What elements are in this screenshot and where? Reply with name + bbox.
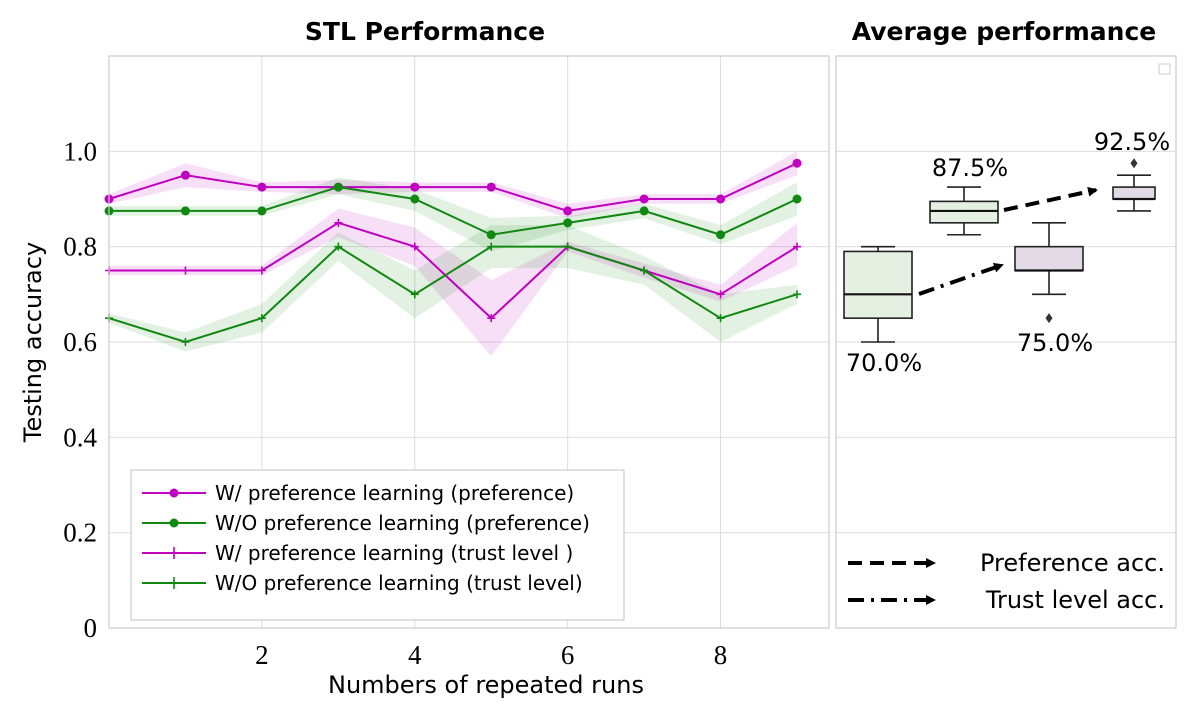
y-tick-label: 0.6 bbox=[63, 327, 97, 357]
trust-trend-arrow bbox=[918, 262, 1004, 296]
y-tick-label: 0.2 bbox=[63, 518, 97, 548]
box-iqr bbox=[1112, 186, 1156, 200]
preference-trend-arrow bbox=[1003, 186, 1098, 212]
legend-label: W/O preference learning (trust level) bbox=[215, 571, 583, 595]
box-plot bbox=[1112, 158, 1156, 212]
series-line bbox=[108, 245, 798, 344]
y-tick-label: 0.4 bbox=[63, 422, 97, 452]
y-tick-label: 0.8 bbox=[63, 232, 97, 262]
data-point bbox=[563, 218, 573, 228]
x-axis-label: Numbers of repeated runs bbox=[328, 671, 644, 699]
x-tick-label: 2 bbox=[255, 640, 269, 670]
series-line bbox=[108, 162, 798, 212]
outlier-point bbox=[1045, 313, 1053, 324]
legend: W/ preference learning (preference) W/O p… bbox=[130, 469, 625, 621]
data-point bbox=[334, 218, 343, 227]
average-performance-panel: Average performance 70.0% 87.5% 75.0% 92.5%… bbox=[835, 17, 1177, 629]
data-point bbox=[181, 266, 190, 275]
legend-label: W/O preference learning (preference) bbox=[215, 511, 590, 535]
box-value-labels: 70.0% 87.5% 75.0% 92.5% bbox=[846, 128, 1170, 377]
data-point bbox=[410, 182, 420, 192]
data-point bbox=[563, 242, 572, 251]
trend-arrows bbox=[918, 186, 1098, 296]
data-point bbox=[640, 266, 649, 275]
box-plots bbox=[843, 158, 1156, 343]
right-title: Average performance bbox=[852, 17, 1157, 46]
data-point bbox=[333, 182, 343, 192]
left-plot-frame bbox=[108, 55, 830, 629]
data-point bbox=[486, 230, 496, 240]
data-point bbox=[257, 182, 267, 192]
arrow-legend-label: Preference acc. bbox=[980, 549, 1165, 577]
data-point bbox=[334, 242, 343, 251]
left-ticks: 2 4 6 8 0 0.2 0.4 0.6 0.8 1.0 bbox=[63, 136, 727, 670]
box-value-label: 70.0% bbox=[846, 349, 922, 377]
data-point bbox=[639, 194, 649, 204]
stl-performance-panel: STL Performance 2 4 6 8 0 0.2 0.4 0.6 0.8 1.0 Num… bbox=[19, 17, 830, 699]
legend-marker bbox=[168, 577, 180, 589]
series-line bbox=[109, 186, 798, 236]
data-point bbox=[716, 314, 725, 323]
confidence-band bbox=[109, 177, 797, 252]
series-line bbox=[109, 221, 798, 320]
box-value-label: 75.0% bbox=[1017, 329, 1093, 357]
data-point bbox=[639, 206, 649, 216]
box-plot bbox=[843, 245, 913, 343]
data-point bbox=[716, 230, 726, 240]
box-plot bbox=[929, 186, 999, 236]
x-tick-label: 4 bbox=[408, 640, 422, 670]
data-point bbox=[792, 158, 802, 168]
legend-marker bbox=[169, 488, 179, 498]
legend-marker bbox=[169, 518, 179, 528]
box-plot bbox=[1014, 222, 1084, 324]
data-point bbox=[180, 206, 190, 216]
legend-label: W/ preference learning (preference) bbox=[215, 481, 574, 505]
data-point bbox=[563, 206, 573, 216]
y-axis-label: Testing accuracy bbox=[19, 242, 47, 443]
y-tick-label: 0 bbox=[84, 613, 98, 643]
data-point bbox=[410, 194, 420, 204]
data-point bbox=[792, 194, 802, 204]
x-tick-label: 8 bbox=[714, 640, 728, 670]
data-point bbox=[257, 314, 266, 323]
confidence-band bbox=[109, 225, 797, 352]
data-point bbox=[410, 290, 419, 299]
data-point bbox=[716, 290, 725, 299]
left-title: STL Performance bbox=[305, 17, 545, 46]
data-point bbox=[257, 266, 266, 275]
box-iqr bbox=[929, 200, 999, 224]
y-tick-label: 1.0 bbox=[63, 136, 97, 166]
right-plot-frame bbox=[835, 55, 1177, 629]
data-point bbox=[487, 314, 496, 323]
confidence-bands bbox=[109, 151, 797, 357]
data-point bbox=[716, 194, 726, 204]
box-value-label: 87.5% bbox=[932, 154, 1008, 182]
data-point bbox=[487, 242, 496, 251]
outlier-point bbox=[1130, 158, 1138, 169]
data-point bbox=[486, 182, 496, 192]
series-lines bbox=[104, 158, 802, 346]
box-value-label: 92.5% bbox=[1094, 128, 1170, 156]
box-iqr bbox=[1014, 245, 1084, 272]
data-point bbox=[793, 242, 801, 251]
legend-frame bbox=[130, 469, 625, 621]
empty-legend-box bbox=[1158, 63, 1171, 75]
data-point bbox=[410, 242, 419, 251]
x-tick-label: 6 bbox=[561, 640, 575, 670]
data-point bbox=[257, 206, 267, 216]
data-point bbox=[180, 170, 190, 180]
arrow-legend-label: Trust level acc. bbox=[985, 586, 1165, 614]
legend-marker bbox=[168, 547, 180, 559]
arrow-legend: Preference acc. Trust level acc. bbox=[848, 549, 1165, 614]
data-point bbox=[181, 338, 190, 346]
data-point bbox=[793, 290, 801, 299]
legend-label: W/ preference learning (trust level ) bbox=[215, 541, 573, 565]
box-iqr bbox=[843, 250, 913, 319]
